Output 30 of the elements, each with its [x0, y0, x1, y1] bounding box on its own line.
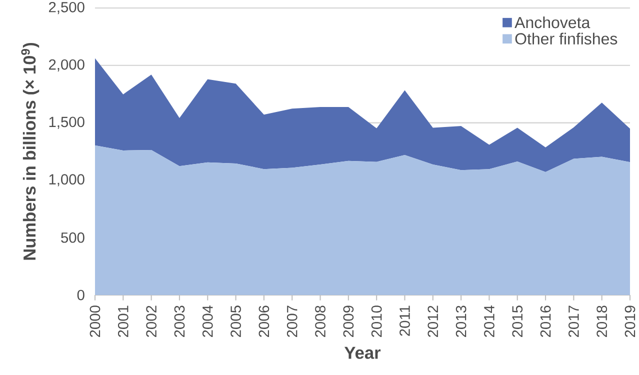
x-tick-label: 2013: [456, 306, 466, 337]
y-tick-label: 500: [61, 232, 84, 243]
y-tick-label: 1,000: [49, 174, 84, 186]
x-tick-label: 2011: [400, 306, 410, 336]
legend-label: Anchoveta: [514, 16, 590, 28]
x-tick-label: 2004: [202, 305, 213, 337]
y-tick-label: 2,000: [48, 59, 84, 72]
y-tick-label: 1,500: [49, 116, 84, 129]
x-tick-label: 2002: [146, 306, 157, 337]
x-axis-title: Year: [344, 346, 381, 359]
x-tick-label: 2019: [624, 306, 636, 337]
x-tick-label: 2008: [315, 306, 326, 337]
y-tick-label: 2,500: [48, 2, 84, 14]
x-tick-label: 2006: [258, 306, 270, 337]
x-tick-label: 2001: [118, 306, 128, 337]
x-tick-label: 2016: [540, 306, 551, 337]
x-tick-label: 2003: [174, 306, 185, 337]
x-tick-label: 2005: [230, 306, 241, 337]
x-tick-label: 2017: [568, 306, 579, 337]
x-tick-label: 2012: [428, 306, 438, 337]
x-tick-label: 2000: [90, 306, 100, 337]
y-tick-label: 0: [77, 290, 84, 300]
x-tick-label: 2009: [343, 306, 354, 337]
x-tick-label: 2010: [371, 306, 382, 337]
legend-label: Other finfishes: [515, 32, 618, 44]
x-tick-label: 2007: [286, 306, 298, 337]
x-tick-label: 2015: [512, 306, 523, 337]
y-axis-title: Numbers in billions (× 10$^{9}$): [21, 42, 40, 260]
x-tick-label: 2014: [484, 305, 494, 337]
x-tick-label: 2018: [596, 306, 608, 337]
